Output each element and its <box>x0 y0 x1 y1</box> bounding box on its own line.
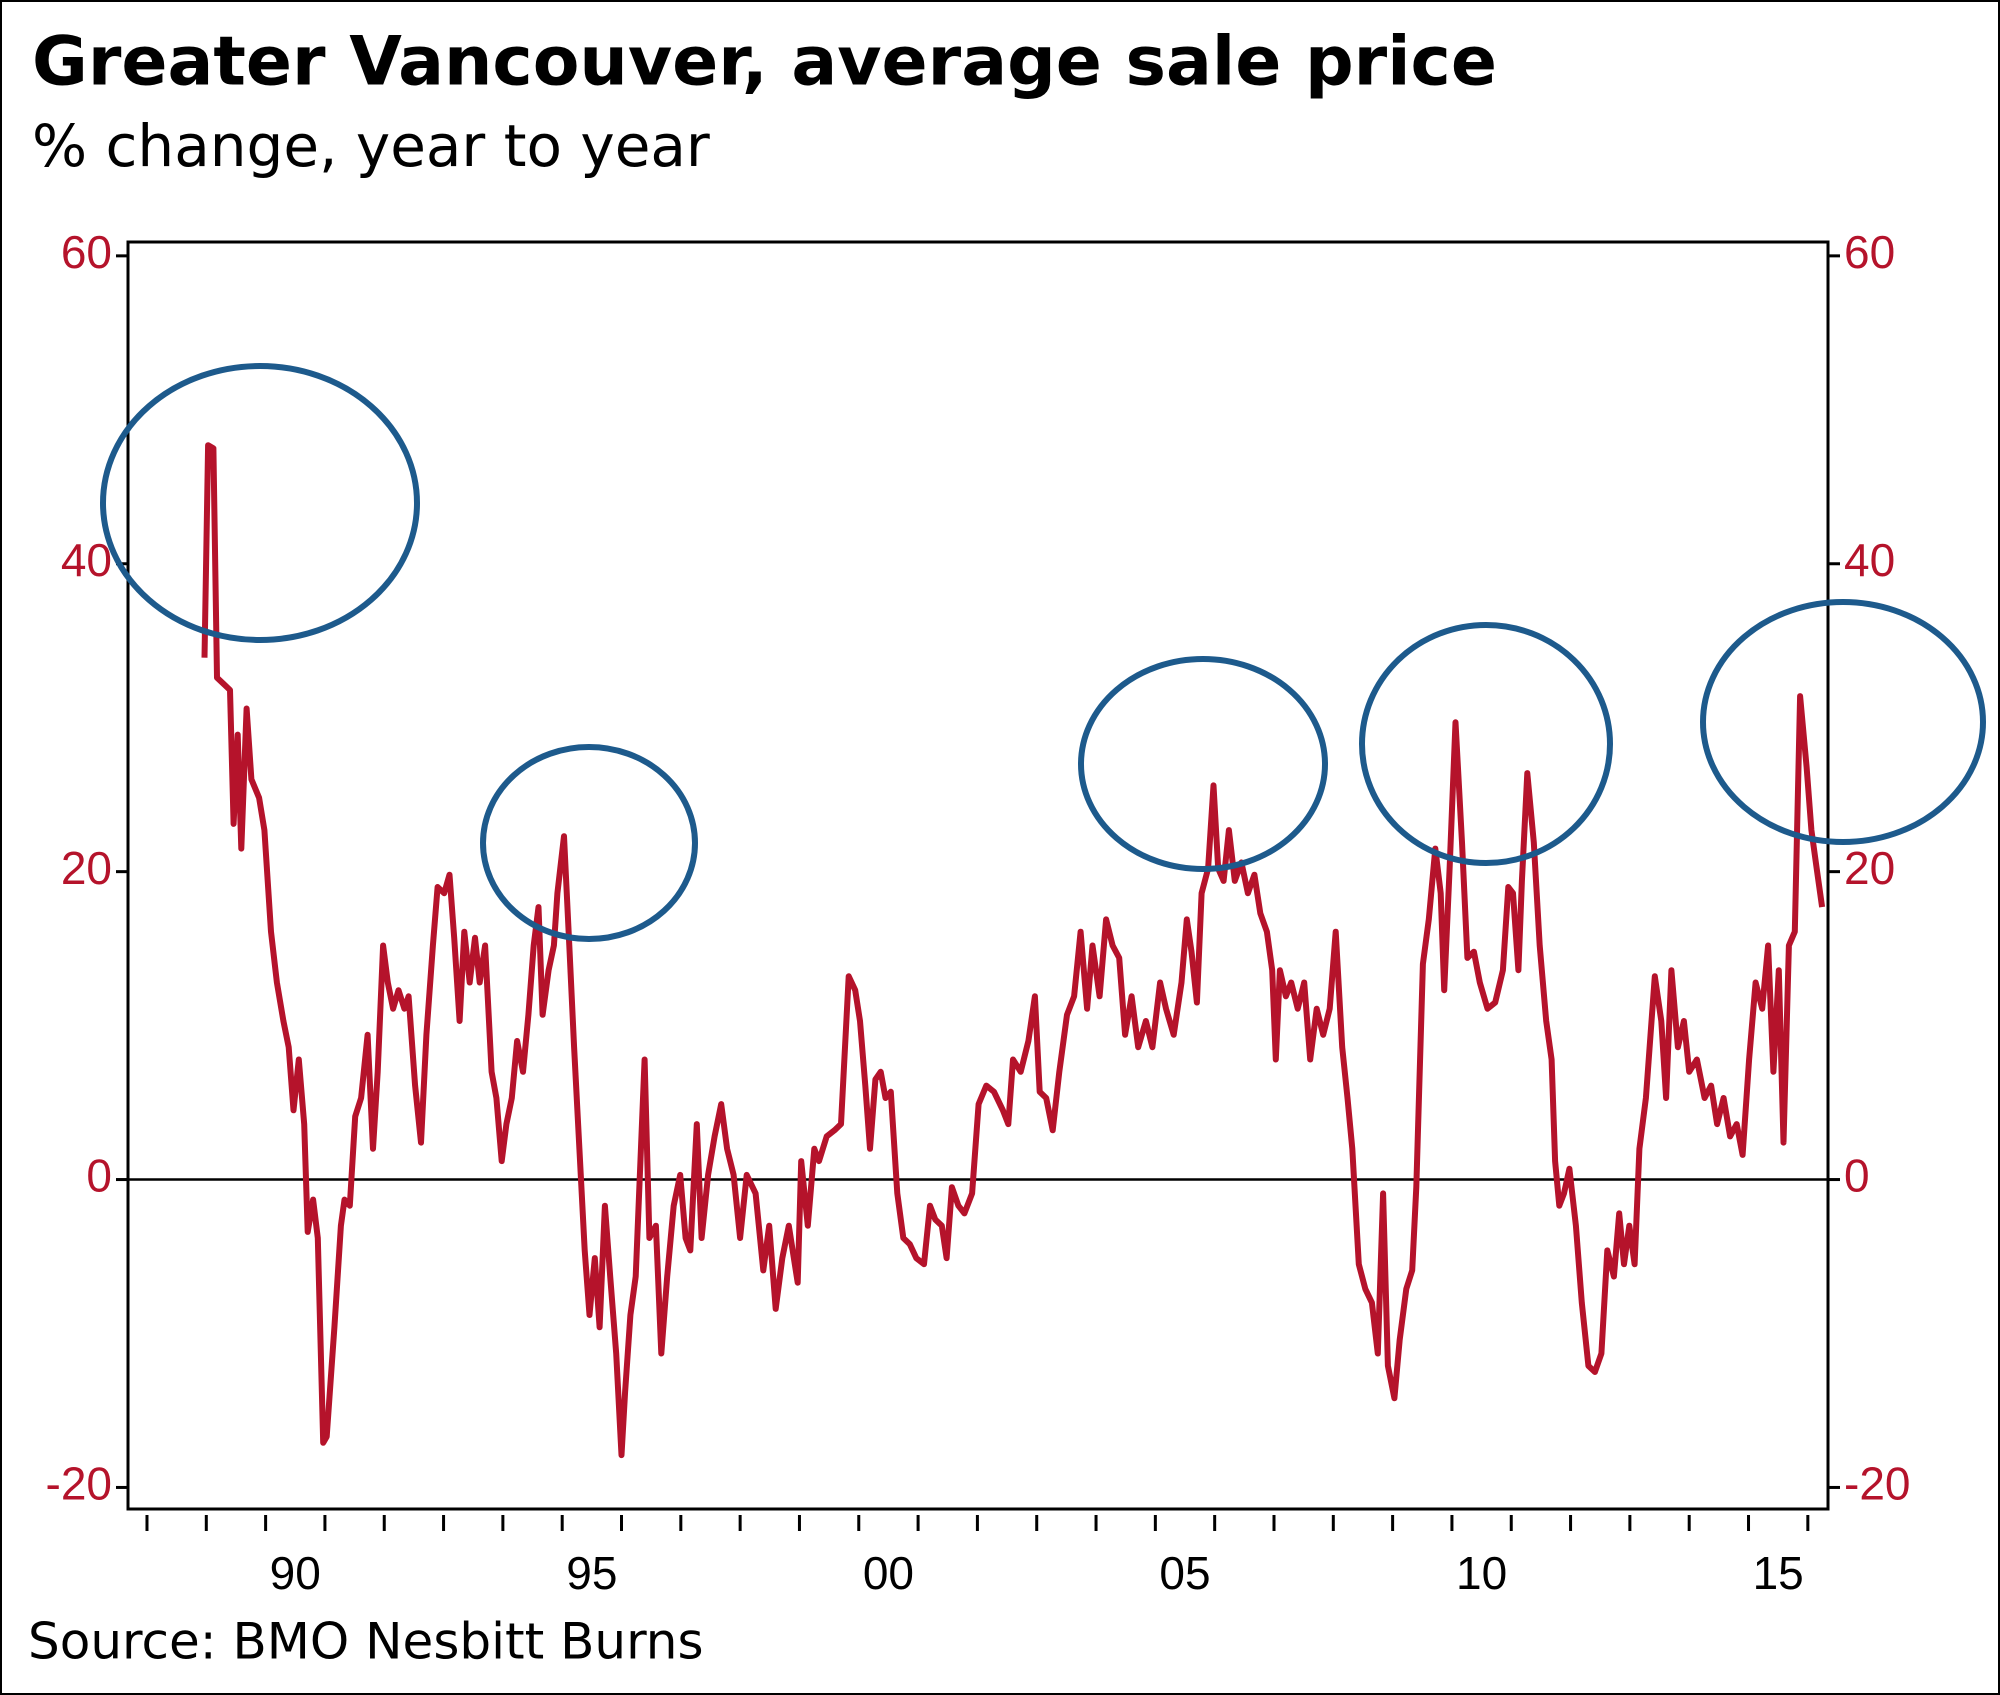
y2-tick-label: 20 <box>1844 842 1895 894</box>
plot-frame <box>126 240 1830 1511</box>
y-tick-label: 60 <box>61 226 112 278</box>
y2-tick-label: 60 <box>1844 226 1895 278</box>
x-tick-label: 90 <box>270 1547 321 1599</box>
y2-tick-label: 0 <box>1844 1150 1870 1202</box>
annotations <box>100 363 1986 942</box>
y-tick-label: 20 <box>61 842 112 894</box>
y-tick-label: 0 <box>86 1150 112 1202</box>
source-note: Source: BMO Nesbitt Burns <box>28 1613 704 1671</box>
x-tick-label: 95 <box>566 1547 617 1599</box>
y2-tick-label: 40 <box>1844 534 1895 586</box>
highlight-ellipse <box>100 363 420 643</box>
x-tick-label: 00 <box>863 1547 914 1599</box>
highlight-ellipse <box>1700 599 1986 845</box>
highlight-ellipse <box>480 744 698 942</box>
highlight-ellipse <box>1078 656 1328 872</box>
x-tick-label: 05 <box>1159 1547 1210 1599</box>
y2-tick-label: -20 <box>1844 1458 1910 1510</box>
x-tick-label: 15 <box>1753 1547 1804 1599</box>
chart-title: Greater Vancouver, average sale price <box>32 23 1497 102</box>
data-line <box>201 442 1826 1459</box>
x-tick-label: 10 <box>1456 1547 1507 1599</box>
plot-area: -20 0 20 40 60 -20 0 20 40 60 90 95 00 05 10 15 <box>46 226 1911 1599</box>
highlight-ellipse <box>1359 622 1613 866</box>
y-tick-label: -20 <box>46 1458 112 1510</box>
chart-subtitle: % change, year to year <box>32 112 710 180</box>
y-tick-label: 40 <box>61 534 112 586</box>
